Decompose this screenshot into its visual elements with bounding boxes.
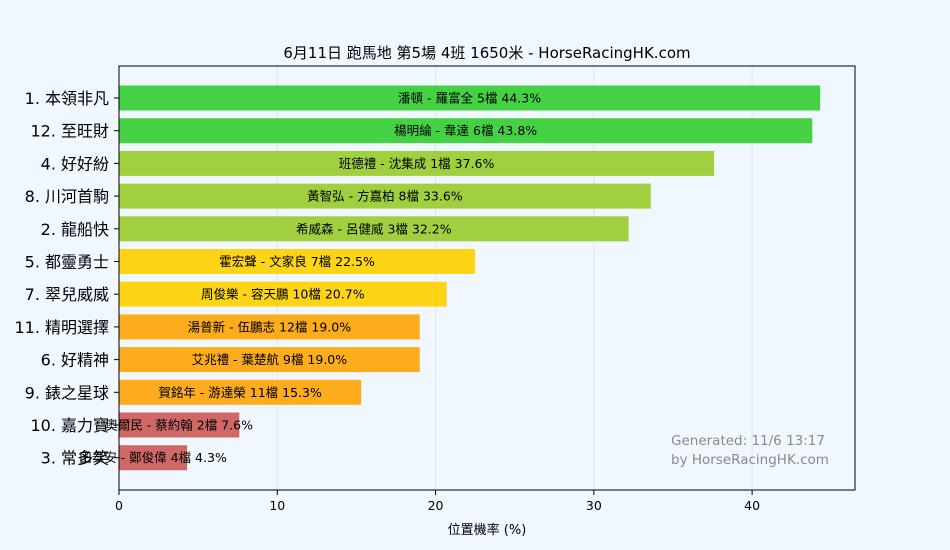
y-tick-label: 4. 好好紛: [41, 154, 109, 173]
x-tick-label: 10: [269, 498, 285, 513]
y-tick-label: 10. 嘉力寶: [30, 416, 109, 435]
bar-data-label: 田泰安 - 鄭俊偉 4檔 4.3%: [79, 450, 227, 465]
bar: [119, 118, 813, 144]
x-tick-label: 0: [115, 498, 123, 513]
x-ticks: 0 10 20 30 40: [115, 490, 760, 513]
y-tick-label: 2. 龍船快: [41, 220, 109, 239]
bar: [119, 347, 420, 373]
y-tick-label: 6. 好精神: [41, 351, 109, 370]
y-tick-labels: 1. 本領非凡 12. 至旺財 4. 好好紛 8. 川河首駒 2. 龍船快 5. 都靈勇士…: [14, 89, 119, 468]
x-axis-label: 位置機率 (%): [448, 522, 527, 538]
watermark-generated: Generated: 11/6 13:17: [671, 433, 825, 449]
bar-data-label: 楊明綸 - 韋達 6檔 43.8%: [394, 123, 537, 138]
bar-labels: 潘頓 - 羅富全 5檔 44.3% 楊明綸 - 韋達 6檔 43.8% 班德禮 - …: [79, 91, 541, 466]
bar-data-label: 奧爾民 - 蔡約翰 2檔 7.6%: [105, 418, 253, 433]
y-tick-label: 9. 錶之星球: [25, 383, 109, 402]
bar-data-label: 周俊樂 - 容天鵬 10檔 20.7%: [201, 287, 365, 302]
bar-data-label: 湯普新 - 伍鵬志 12檔 19.0%: [188, 319, 352, 334]
y-tick-label: 11. 精明選擇: [14, 318, 109, 337]
bar: [119, 216, 629, 242]
bar-data-label: 黃智弘 - 方嘉柏 8檔 33.6%: [307, 189, 463, 204]
bar: [119, 85, 821, 111]
bar: [119, 281, 447, 307]
bar: [119, 314, 420, 340]
bar: [119, 445, 188, 471]
y-tick-label: 12. 至旺財: [30, 122, 109, 141]
bar-data-label: 潘頓 - 羅富全 5檔 44.3%: [398, 91, 541, 106]
y-tick-label: 1. 本領非凡: [25, 89, 109, 108]
bar: [119, 150, 715, 176]
y-tick-label: 3. 常多笑: [41, 449, 109, 468]
x-tick-label: 30: [586, 498, 602, 513]
bar-data-label: 希威森 - 呂健威 3檔 32.2%: [296, 221, 452, 236]
x-tick-label: 20: [428, 498, 444, 513]
bar: [119, 249, 476, 274]
bar-data-label: 班德禮 - 沈集成 1檔 37.6%: [339, 156, 495, 171]
watermark-site: by HorseRacingHK.com: [671, 452, 829, 468]
y-tick-label: 8. 川河首駒: [25, 187, 109, 206]
chart-title: 6月11日 跑馬地 第5場 4班 1650米 - HorseRacingHK.c…: [283, 44, 690, 62]
bar: [119, 183, 651, 209]
bars: [119, 85, 821, 471]
bar-data-label: 霍宏聲 - 文家良 7檔 22.5%: [219, 254, 375, 269]
x-tick-label: 40: [744, 498, 760, 513]
plot-frame: [118, 65, 856, 491]
y-tick-label: 5. 都靈勇士: [25, 253, 109, 272]
bar-data-label: 賀銘年 - 游達榮 11檔 15.3%: [158, 385, 322, 400]
y-tick-label: 7. 翠兒威威: [25, 285, 109, 304]
bar-data-label: 艾兆禮 - 葉楚航 9檔 19.0%: [192, 352, 348, 367]
bar: [119, 379, 362, 405]
bar: [119, 412, 240, 438]
